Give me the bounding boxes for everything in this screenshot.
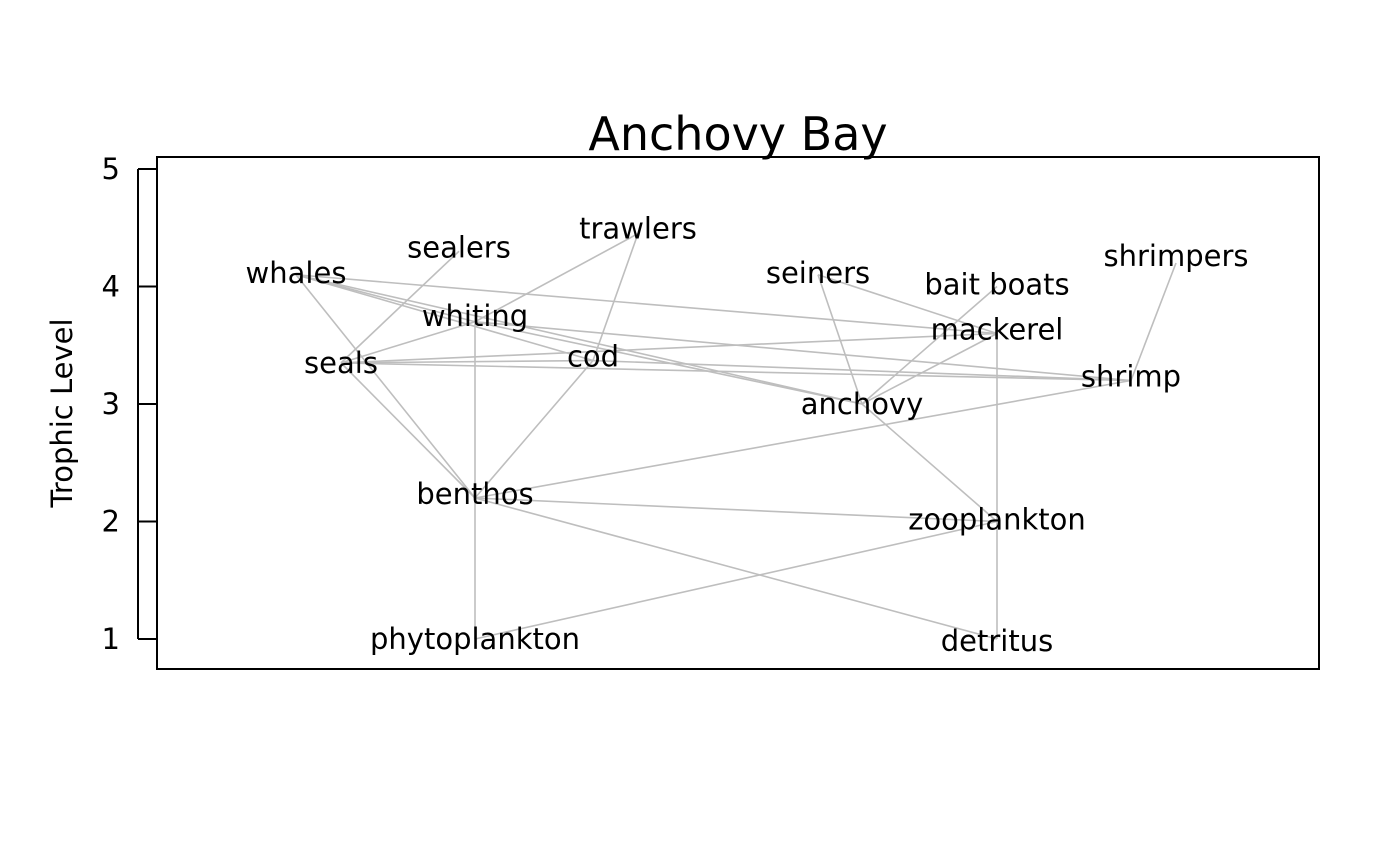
link-seals-benthos bbox=[340, 362, 476, 499]
node-benthos: benthos bbox=[416, 477, 533, 511]
link-anchovy-zooplankton bbox=[861, 403, 998, 523]
link-cod-benthos bbox=[474, 360, 594, 499]
link-seals-shrimp bbox=[340, 362, 1132, 382]
link-trawlers-cod bbox=[592, 233, 639, 361]
y-tick-label: 3 bbox=[102, 387, 120, 421]
link-cod-shrimp bbox=[592, 359, 1132, 382]
node-seals: seals bbox=[304, 346, 378, 380]
y-tick-label: 4 bbox=[102, 270, 120, 304]
link-benthos-detritus bbox=[474, 497, 998, 640]
node-anchovy: anchovy bbox=[801, 387, 924, 421]
node-trawlers: trawlers bbox=[579, 212, 697, 246]
link-sealers-seals bbox=[340, 250, 460, 364]
link-whales-anchovy bbox=[295, 273, 863, 405]
node-seiners: seiners bbox=[766, 256, 870, 290]
link-whales-benthos bbox=[295, 274, 476, 499]
link-whiting-shrimp bbox=[474, 320, 1132, 382]
link-whales-cod bbox=[295, 273, 594, 362]
y-axis-label: Trophic Level bbox=[45, 318, 79, 508]
node-detritus: detritus bbox=[941, 624, 1053, 658]
link-baitboats-anchovy bbox=[861, 285, 998, 405]
node-mackerel: mackerel bbox=[931, 313, 1064, 347]
link-seals-cod bbox=[340, 359, 594, 364]
y-tick-label: 1 bbox=[102, 622, 120, 656]
node-zooplankton: zooplankton bbox=[908, 503, 1086, 537]
node-shrimpers: shrimpers bbox=[1104, 239, 1249, 273]
y-tick-label: 2 bbox=[102, 505, 120, 539]
node-cod: cod bbox=[567, 340, 619, 374]
node-whiting: whiting bbox=[422, 299, 528, 333]
food-web-links bbox=[295, 232, 1177, 640]
link-zooplankton-phytoplankton bbox=[474, 520, 998, 640]
link-benthos-zooplankton bbox=[474, 497, 998, 523]
link-whales-mackerel bbox=[295, 273, 998, 335]
link-trawlers-whiting bbox=[474, 232, 639, 323]
plot-frame bbox=[156, 156, 1320, 670]
link-shrimp-benthos bbox=[474, 379, 1132, 499]
link-mackerel-anchovy bbox=[861, 332, 998, 405]
node-shrimp: shrimp bbox=[1081, 360, 1181, 394]
link-seiners-anchovy bbox=[817, 274, 863, 405]
node-whales: whales bbox=[246, 256, 347, 290]
node-sealers: sealers bbox=[407, 230, 511, 264]
node-baitboats: bait boats bbox=[924, 268, 1069, 302]
food-web-nodes: whales sealers trawlers seiners bait boats sh… bbox=[246, 212, 1249, 658]
chart-title: Anchovy Bay bbox=[588, 107, 887, 161]
link-seals-mackerel bbox=[340, 332, 998, 364]
y-axis: 1 2 3 4 5 bbox=[102, 152, 157, 656]
link-seals-whiting bbox=[340, 320, 476, 364]
link-seiners-mackerel bbox=[817, 273, 998, 335]
node-phytoplankton: phytoplankton bbox=[370, 622, 580, 656]
y-tick-label: 5 bbox=[102, 152, 120, 186]
link-shrimpers-shrimp bbox=[1130, 262, 1177, 381]
